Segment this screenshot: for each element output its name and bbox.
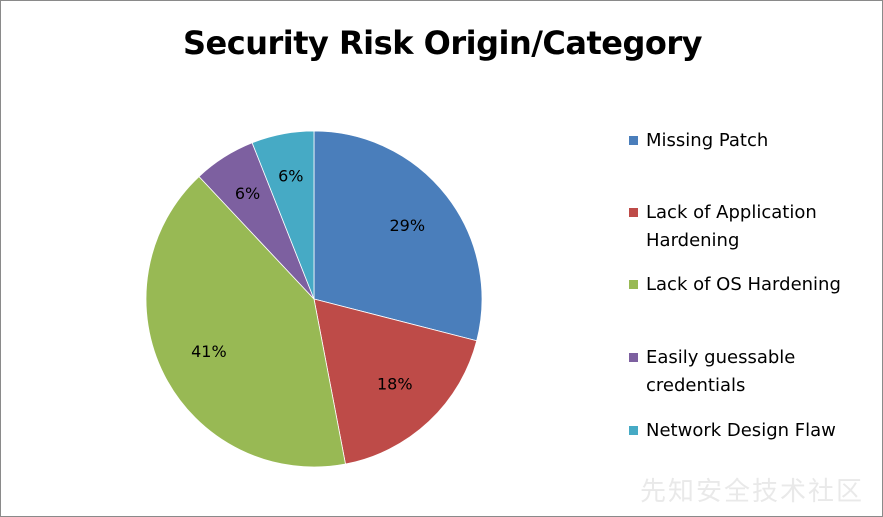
legend-swatch-5 — [629, 426, 638, 435]
slice-data-label-2: 18% — [377, 375, 413, 394]
legend-label-4: Easily guessable credentials — [646, 347, 796, 396]
legend-label-3: Lack of OS Hardening — [646, 274, 841, 295]
legend-label-2: Lack of Application Hardening — [646, 202, 817, 251]
slice-data-label-3: 41% — [191, 342, 227, 361]
legend-label-1: Missing Patch — [646, 130, 769, 151]
pie-slice-1 — [313, 130, 483, 342]
pie-slice-5 — [251, 130, 315, 300]
pie-slice-2 — [313, 298, 478, 465]
legend-swatch-1 — [629, 136, 638, 145]
legend-label-5: Network Design Flaw — [646, 420, 836, 441]
slice-data-label-5: 6% — [278, 167, 303, 186]
slice-data-label-4: 6% — [235, 184, 260, 203]
slice-data-label-1: 29% — [389, 216, 425, 235]
legend-swatch-3 — [629, 280, 638, 289]
pie-slice-3 — [145, 175, 346, 468]
legend-swatch-4 — [629, 353, 638, 362]
watermark: 先知安全技术社区 — [639, 477, 864, 507]
chart-legend: Missing Patch Lack of Application Hardenin… — [625, 1, 875, 516]
chart-title: Security Risk Origin/Category — [182, 24, 703, 62]
legend-swatch-2 — [629, 208, 638, 217]
